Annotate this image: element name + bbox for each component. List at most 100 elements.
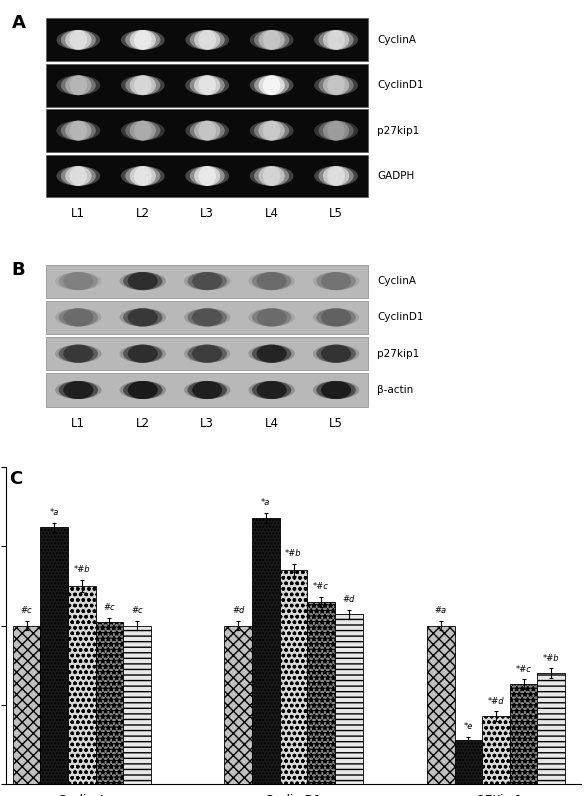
Ellipse shape — [63, 381, 93, 399]
Ellipse shape — [192, 381, 222, 399]
Ellipse shape — [63, 272, 93, 290]
Text: #c: #c — [131, 607, 143, 615]
Text: #c: #c — [103, 603, 115, 612]
Ellipse shape — [321, 381, 351, 399]
Bar — [68, 586, 96, 784]
Ellipse shape — [61, 30, 96, 49]
Ellipse shape — [248, 308, 295, 326]
Ellipse shape — [61, 76, 96, 95]
Ellipse shape — [323, 166, 349, 185]
Ellipse shape — [121, 121, 165, 140]
Ellipse shape — [314, 121, 358, 140]
Bar — [252, 517, 279, 784]
Bar — [454, 739, 482, 784]
Ellipse shape — [249, 121, 294, 140]
Text: B: B — [12, 261, 25, 279]
Text: CyclinD1: CyclinD1 — [377, 312, 423, 322]
Ellipse shape — [56, 121, 100, 140]
Ellipse shape — [198, 30, 216, 49]
Text: C: C — [9, 470, 22, 488]
Bar — [46, 109, 368, 152]
Ellipse shape — [257, 308, 286, 326]
Ellipse shape — [192, 308, 222, 326]
Bar — [46, 301, 368, 334]
Ellipse shape — [192, 272, 222, 290]
Ellipse shape — [194, 166, 220, 185]
Ellipse shape — [254, 76, 289, 95]
Text: A: A — [12, 14, 25, 32]
Ellipse shape — [120, 381, 166, 399]
Bar — [46, 18, 368, 61]
Ellipse shape — [61, 121, 96, 140]
Text: L2: L2 — [136, 417, 150, 430]
Ellipse shape — [184, 381, 231, 399]
Text: L5: L5 — [329, 417, 343, 430]
Text: *#b: *#b — [285, 549, 302, 558]
Ellipse shape — [185, 166, 229, 185]
Ellipse shape — [65, 121, 92, 140]
Bar — [279, 570, 308, 784]
Ellipse shape — [248, 345, 295, 363]
Bar — [41, 527, 68, 784]
Ellipse shape — [61, 166, 96, 185]
Ellipse shape — [258, 166, 285, 185]
Ellipse shape — [328, 166, 345, 185]
Ellipse shape — [249, 76, 294, 95]
Text: *#c: *#c — [313, 583, 329, 591]
Ellipse shape — [323, 121, 349, 140]
Ellipse shape — [185, 121, 229, 140]
Text: p27kip1: p27kip1 — [377, 349, 419, 359]
Bar — [13, 626, 41, 784]
Text: β-actin: β-actin — [377, 385, 413, 395]
Ellipse shape — [194, 30, 220, 49]
Ellipse shape — [59, 272, 98, 290]
Ellipse shape — [252, 345, 291, 363]
Ellipse shape — [190, 121, 225, 140]
Bar — [224, 626, 252, 784]
Ellipse shape — [130, 166, 156, 185]
Ellipse shape — [187, 345, 227, 363]
Ellipse shape — [187, 381, 227, 399]
Ellipse shape — [55, 381, 102, 399]
Ellipse shape — [70, 121, 87, 140]
Ellipse shape — [252, 272, 291, 290]
Ellipse shape — [130, 121, 156, 140]
Ellipse shape — [319, 30, 353, 49]
Ellipse shape — [316, 272, 356, 290]
Ellipse shape — [263, 166, 281, 185]
Bar — [538, 673, 565, 784]
Ellipse shape — [314, 30, 358, 49]
Ellipse shape — [63, 308, 93, 326]
Ellipse shape — [319, 76, 353, 95]
Text: #c: #c — [21, 607, 32, 615]
Text: *#b: *#b — [543, 654, 559, 663]
Bar — [46, 338, 368, 370]
Ellipse shape — [65, 30, 92, 49]
Bar — [46, 264, 368, 298]
Ellipse shape — [316, 308, 356, 326]
Text: *#d: *#d — [488, 696, 504, 705]
Ellipse shape — [130, 30, 156, 49]
Ellipse shape — [321, 272, 351, 290]
Ellipse shape — [194, 121, 220, 140]
Bar — [96, 622, 123, 784]
Ellipse shape — [125, 166, 160, 185]
Ellipse shape — [249, 30, 294, 49]
Bar — [123, 626, 151, 784]
Ellipse shape — [123, 272, 163, 290]
Ellipse shape — [258, 76, 285, 95]
Ellipse shape — [198, 121, 216, 140]
Ellipse shape — [55, 272, 102, 290]
Ellipse shape — [313, 308, 359, 326]
Ellipse shape — [198, 76, 216, 95]
Ellipse shape — [328, 76, 345, 95]
Ellipse shape — [59, 381, 98, 399]
Ellipse shape — [70, 166, 87, 185]
Text: *#c: *#c — [515, 665, 532, 674]
Ellipse shape — [184, 308, 231, 326]
Bar — [427, 626, 454, 784]
Ellipse shape — [125, 30, 160, 49]
Ellipse shape — [128, 381, 158, 399]
Bar — [46, 154, 368, 197]
Ellipse shape — [134, 121, 151, 140]
